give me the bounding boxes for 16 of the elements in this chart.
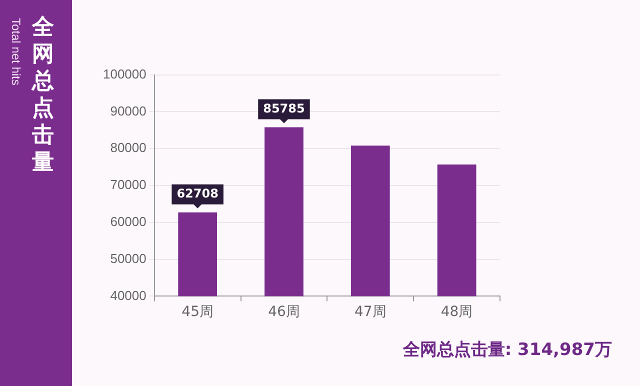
y-tick-label: 50000 xyxy=(110,250,146,266)
x-tick-label: 45周 xyxy=(182,304,214,320)
data-label: 85785 xyxy=(263,101,305,116)
y-tick-label: 40000 xyxy=(110,288,146,303)
y-tick-label: 80000 xyxy=(110,140,146,156)
x-tick-label: 46周 xyxy=(268,304,300,320)
y-tick-label: 60000 xyxy=(110,214,146,229)
x-tick-label: 48周 xyxy=(440,304,473,320)
x-tick-label: 47周 xyxy=(354,304,386,320)
text: 全网总点击量: 314,987万 xyxy=(402,339,612,361)
chart-title: 全网总点击量 xyxy=(30,14,55,176)
y-tick-label: 90000 xyxy=(110,103,146,118)
y-tick-label: 70000 xyxy=(110,177,146,192)
text: Total net hits xyxy=(8,18,24,86)
y-tick-label: 100000 xyxy=(102,66,146,82)
data-label: 62708 xyxy=(176,186,218,201)
